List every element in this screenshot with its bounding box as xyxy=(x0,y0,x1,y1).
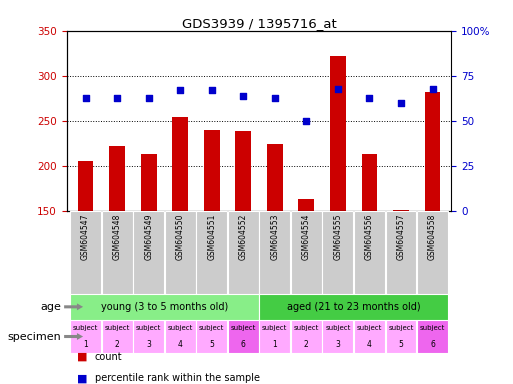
Bar xyxy=(323,211,353,294)
Text: GSM604547: GSM604547 xyxy=(81,214,90,260)
Bar xyxy=(235,131,251,211)
Point xyxy=(397,100,405,106)
Title: GDS3939 / 1395716_at: GDS3939 / 1395716_at xyxy=(182,17,337,30)
Bar xyxy=(330,56,346,211)
Text: age: age xyxy=(41,302,62,312)
Text: GSM604551: GSM604551 xyxy=(207,214,216,260)
Bar xyxy=(260,320,290,353)
Bar xyxy=(393,210,409,211)
Bar xyxy=(386,320,417,353)
Text: subject: subject xyxy=(231,325,256,331)
Point xyxy=(428,86,437,92)
Bar xyxy=(133,211,164,294)
Bar xyxy=(260,294,448,320)
Text: specimen: specimen xyxy=(8,331,62,341)
Point xyxy=(302,118,310,124)
Text: subject: subject xyxy=(199,325,225,331)
Bar xyxy=(133,320,164,353)
Bar xyxy=(196,320,227,353)
Text: GSM604552: GSM604552 xyxy=(239,214,248,260)
Text: GSM604557: GSM604557 xyxy=(397,214,405,260)
Bar xyxy=(70,211,101,294)
Bar xyxy=(204,130,220,211)
Bar xyxy=(291,211,322,294)
Bar xyxy=(70,320,101,353)
Text: percentile rank within the sample: percentile rank within the sample xyxy=(95,373,260,383)
Text: GSM604554: GSM604554 xyxy=(302,214,311,260)
Bar xyxy=(354,320,385,353)
Text: subject: subject xyxy=(420,325,445,331)
Bar xyxy=(417,320,448,353)
Bar xyxy=(354,211,385,294)
Bar xyxy=(267,144,283,211)
Bar xyxy=(109,146,125,211)
Bar xyxy=(102,211,132,294)
Point xyxy=(208,87,216,93)
Text: subject: subject xyxy=(388,325,413,331)
Bar xyxy=(362,154,378,211)
Text: subject: subject xyxy=(262,325,287,331)
Point xyxy=(145,94,153,101)
Text: 2: 2 xyxy=(304,340,309,349)
Bar xyxy=(260,211,290,294)
Text: young (3 to 5 months old): young (3 to 5 months old) xyxy=(101,302,228,312)
Point xyxy=(82,94,90,101)
Bar xyxy=(165,320,195,353)
Text: 1: 1 xyxy=(83,340,88,349)
Text: GSM604550: GSM604550 xyxy=(176,214,185,260)
Bar xyxy=(417,211,448,294)
Text: 5: 5 xyxy=(209,340,214,349)
Text: 6: 6 xyxy=(430,340,435,349)
Text: GSM604556: GSM604556 xyxy=(365,214,374,260)
Text: GSM604548: GSM604548 xyxy=(113,214,122,260)
Point xyxy=(365,94,373,101)
Text: 4: 4 xyxy=(178,340,183,349)
Text: subject: subject xyxy=(136,325,162,331)
Bar xyxy=(172,118,188,211)
Point xyxy=(239,93,247,99)
Text: subject: subject xyxy=(357,325,382,331)
Point xyxy=(271,94,279,101)
Bar xyxy=(228,211,259,294)
Text: ■: ■ xyxy=(77,352,87,362)
Text: subject: subject xyxy=(73,325,98,331)
Text: 5: 5 xyxy=(399,340,403,349)
Bar xyxy=(165,211,195,294)
Bar xyxy=(323,320,353,353)
Text: 2: 2 xyxy=(115,340,120,349)
Text: GSM604549: GSM604549 xyxy=(144,214,153,260)
Bar xyxy=(141,154,156,211)
Text: subject: subject xyxy=(325,325,350,331)
Bar xyxy=(299,199,314,211)
Text: GSM604553: GSM604553 xyxy=(270,214,280,260)
Point xyxy=(113,94,121,101)
Bar xyxy=(78,161,93,211)
Bar xyxy=(228,320,259,353)
Bar xyxy=(102,320,132,353)
Bar xyxy=(386,211,417,294)
Bar xyxy=(70,294,259,320)
Bar xyxy=(196,211,227,294)
Text: 4: 4 xyxy=(367,340,372,349)
Text: 6: 6 xyxy=(241,340,246,349)
Text: GSM604555: GSM604555 xyxy=(333,214,342,260)
Text: count: count xyxy=(95,352,123,362)
Text: aged (21 to 23 months old): aged (21 to 23 months old) xyxy=(287,302,421,312)
Text: 3: 3 xyxy=(336,340,340,349)
Text: subject: subject xyxy=(105,325,130,331)
Point xyxy=(334,86,342,92)
Text: subject: subject xyxy=(293,325,319,331)
Bar xyxy=(291,320,322,353)
Bar xyxy=(425,92,440,211)
Text: GSM604558: GSM604558 xyxy=(428,214,437,260)
Point xyxy=(176,87,184,93)
Text: 1: 1 xyxy=(272,340,277,349)
Text: subject: subject xyxy=(168,325,193,331)
Text: ■: ■ xyxy=(77,373,87,383)
Text: 3: 3 xyxy=(146,340,151,349)
